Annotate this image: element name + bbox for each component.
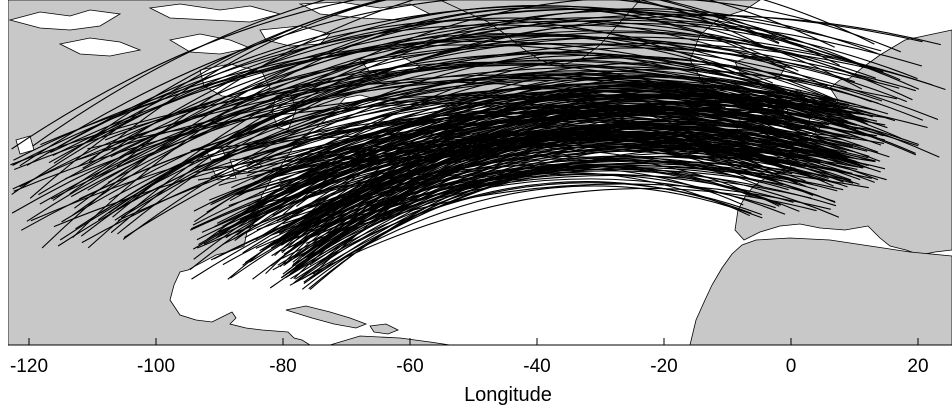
flight-track [274,117,750,257]
land-cuba [285,305,368,329]
flight-track [50,34,793,153]
flight-track [276,132,887,181]
flight-track [13,40,868,161]
flight-track [298,165,782,231]
flight-track [52,17,923,156]
flight-track [311,87,807,159]
x-axis-label: Longitude [464,384,552,406]
flight-track [65,66,898,180]
flight-track [293,168,744,284]
flight-track [30,111,858,222]
flight-track [316,133,837,171]
flight-track [297,142,821,281]
land-hispaniola [369,323,399,335]
flight-track [112,0,902,218]
flight-track [116,0,875,168]
flight-track [305,183,831,244]
flight-track [41,7,799,249]
flight-track [277,133,798,233]
flight-track [111,5,863,152]
flight-track [110,30,946,158]
x-tick-label: -100 [137,356,175,377]
flight-track [285,124,784,243]
flight-track [283,146,761,255]
flight-track [32,0,835,147]
flight-track [117,104,886,221]
flight-track [12,44,857,166]
flight-tracks [10,0,946,291]
flight-track [19,0,883,167]
x-tick-label: 20 [907,356,928,377]
flight-track [38,61,801,196]
x-tick-label: -20 [650,356,677,377]
x-tick-label: -80 [269,356,296,377]
flight-track [290,182,762,280]
flight-track [87,37,856,191]
flight-track [260,105,846,203]
flight-track [110,8,878,234]
flight-track [11,17,828,195]
x-tick-label: -120 [10,356,48,377]
flight-track [303,146,852,283]
flight-track [280,132,854,279]
flight-track [294,181,752,280]
land-south-america [329,335,451,345]
flight-track [46,24,837,155]
land-africa [689,237,952,345]
x-tick-label: -60 [396,356,423,377]
flight-track [39,64,841,205]
flight-track [10,81,848,166]
flight-track [13,94,845,192]
flight-track [80,51,786,237]
flight-track [295,172,751,267]
x-tick-label: -40 [523,356,550,377]
flight-track [230,126,844,229]
flight-track [308,166,840,244]
flight-track [26,53,821,222]
flight-track [289,187,817,286]
flight-track [281,178,776,259]
flight-track [11,62,773,214]
flight-track [270,133,769,267]
flight-track [79,77,849,200]
x-axis-ticks: -120 -100 -80 -60 -40 -20 0 20 [10,338,929,377]
flight-track [108,32,876,214]
flight-track [83,0,840,145]
flight-track [59,73,847,241]
flight-track [303,152,848,284]
x-tick-label: 0 [786,356,797,377]
flight-track [71,19,918,216]
flight-track [120,70,901,219]
flight-track [122,47,908,240]
flight-track [53,121,869,228]
flight-track [243,105,814,161]
flight-track [309,185,763,280]
flight-track [293,126,765,280]
flight-track [81,95,919,244]
flight-track [302,157,780,256]
